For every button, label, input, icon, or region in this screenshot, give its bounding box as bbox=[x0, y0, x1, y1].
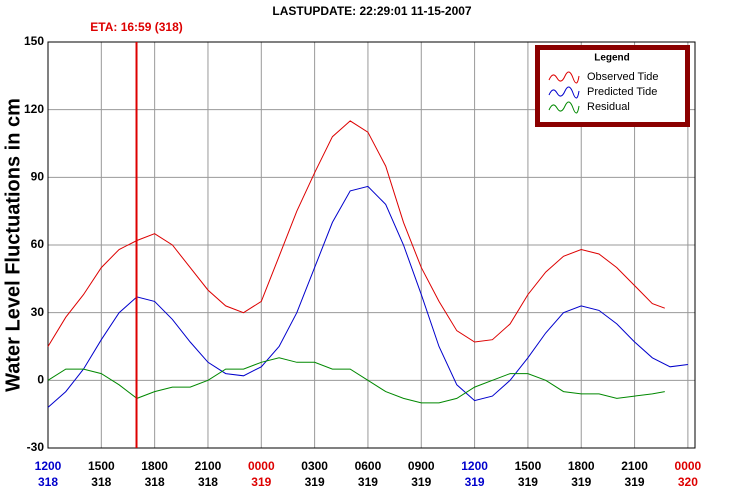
x-tick-sublabel: 319 bbox=[411, 475, 431, 489]
x-tick-sublabel: 319 bbox=[358, 475, 378, 489]
x-tick-sublabel: 319 bbox=[305, 475, 325, 489]
x-tick-label: 0000 bbox=[675, 459, 702, 473]
series-line bbox=[47, 120, 665, 347]
x-tick-label: 0300 bbox=[301, 459, 328, 473]
legend-label: Observed Tide bbox=[587, 71, 659, 83]
x-tick-sublabel: 318 bbox=[91, 475, 111, 489]
plot-border bbox=[47, 41, 696, 449]
legend-box bbox=[535, 45, 690, 127]
x-tick-sublabel: 318 bbox=[198, 475, 218, 489]
x-tick-label: 1500 bbox=[88, 459, 115, 473]
x-tick-sublabel: 319 bbox=[518, 475, 538, 489]
y-tick-label: -30 bbox=[27, 440, 45, 454]
y-tick-label: 0 bbox=[37, 373, 44, 387]
legend-swatch bbox=[548, 101, 580, 114]
y-tick-label: 120 bbox=[24, 102, 44, 116]
x-tick-sublabel: 318 bbox=[38, 475, 58, 489]
chart-title: LASTUPDATE: 22:29:01 11-15-2007 bbox=[272, 4, 472, 18]
legend-label: Predicted Tide bbox=[587, 86, 657, 98]
x-tick-label: 0600 bbox=[355, 459, 382, 473]
y-tick-label: 150 bbox=[24, 34, 44, 48]
legend-label: Residual bbox=[587, 101, 630, 113]
x-tick-sublabel: 319 bbox=[571, 475, 591, 489]
legend-swatch bbox=[548, 71, 580, 84]
x-tick-label: 1200 bbox=[461, 459, 488, 473]
y-tick-label: 60 bbox=[31, 237, 45, 251]
x-tick-label: 1800 bbox=[568, 459, 595, 473]
y-tick-label: 90 bbox=[31, 170, 45, 184]
x-tick-label: 1800 bbox=[141, 459, 168, 473]
x-tick-sublabel: 319 bbox=[465, 475, 485, 489]
y-axis-label: Water Level Fluctuations in cm bbox=[2, 98, 24, 392]
legend-title: Legend bbox=[594, 53, 630, 64]
y-tick-label: 30 bbox=[31, 305, 45, 319]
series-line bbox=[47, 357, 665, 404]
x-tick-label: 0900 bbox=[408, 459, 435, 473]
x-tick-label: 0000 bbox=[248, 459, 275, 473]
x-tick-sublabel: 319 bbox=[251, 475, 271, 489]
legend-swatch bbox=[548, 86, 580, 99]
x-tick-label: 1500 bbox=[515, 459, 542, 473]
x-tick-label: 2100 bbox=[621, 459, 648, 473]
x-tick-sublabel: 320 bbox=[678, 475, 698, 489]
x-tick-label: 2100 bbox=[195, 459, 222, 473]
eta-label: ETA: 16:59 (318) bbox=[90, 20, 182, 34]
x-tick-sublabel: 318 bbox=[145, 475, 165, 489]
x-tick-label: 1200 bbox=[35, 459, 62, 473]
x-tick-sublabel: 319 bbox=[625, 475, 645, 489]
series-line bbox=[47, 185, 688, 408]
